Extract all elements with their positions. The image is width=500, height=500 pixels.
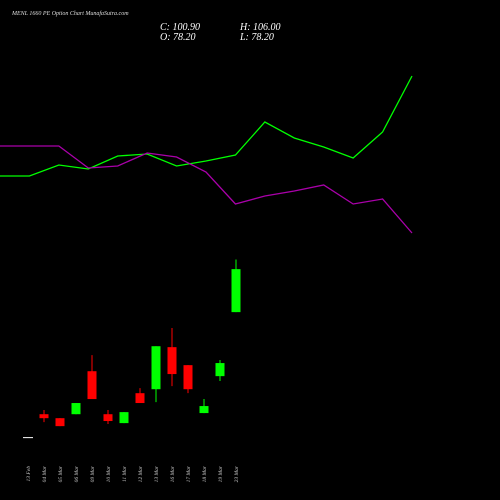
low-label: L: 78.20 <box>239 32 274 43</box>
x-tick-label: 05 Mar <box>58 465 64 482</box>
candle-body <box>55 418 65 427</box>
x-tick-label: 18 Mar <box>202 465 208 482</box>
x-tick-label: 11 Mar <box>122 465 128 482</box>
candle-body <box>87 371 97 400</box>
candle-body <box>215 363 225 377</box>
candle-body <box>231 269 241 313</box>
x-tick-label: 19 Mar <box>218 465 224 482</box>
candle-body <box>71 403 81 415</box>
x-tick-label: 10 Mar <box>106 465 112 482</box>
line-series <box>0 75 413 177</box>
x-tick-label: 13 Mar <box>154 465 160 482</box>
x-tick-label: 06 Mar <box>74 465 80 482</box>
x-tick-label: 23 Mar <box>234 465 240 482</box>
x-tick-label: 17 Mar <box>186 465 192 482</box>
candle-body <box>103 414 113 422</box>
candle-body <box>167 347 177 375</box>
open-label: O: 78.20 <box>160 32 196 43</box>
close-label: C: 100.90 <box>160 22 200 33</box>
x-tick-label: 16 Mar <box>170 465 176 482</box>
x-tick-label: 12 Mar <box>138 465 144 482</box>
high-label: H: 106.00 <box>239 22 281 33</box>
candle-body <box>23 437 33 439</box>
candle-body <box>39 414 49 419</box>
x-tick-label: 09 Mar <box>90 465 96 482</box>
line-series <box>0 145 413 234</box>
candle-body <box>183 365 193 390</box>
candle-body <box>199 406 209 414</box>
x-tick-label: 04 Mar <box>41 465 48 482</box>
x-tick-label: 13 Feb <box>26 466 32 482</box>
candle-body <box>119 412 129 424</box>
chart-title: MENL 1660 PE Option Chart MunafaSutra.co… <box>11 10 129 17</box>
candle-body <box>151 346 161 390</box>
candle-body <box>135 393 145 404</box>
